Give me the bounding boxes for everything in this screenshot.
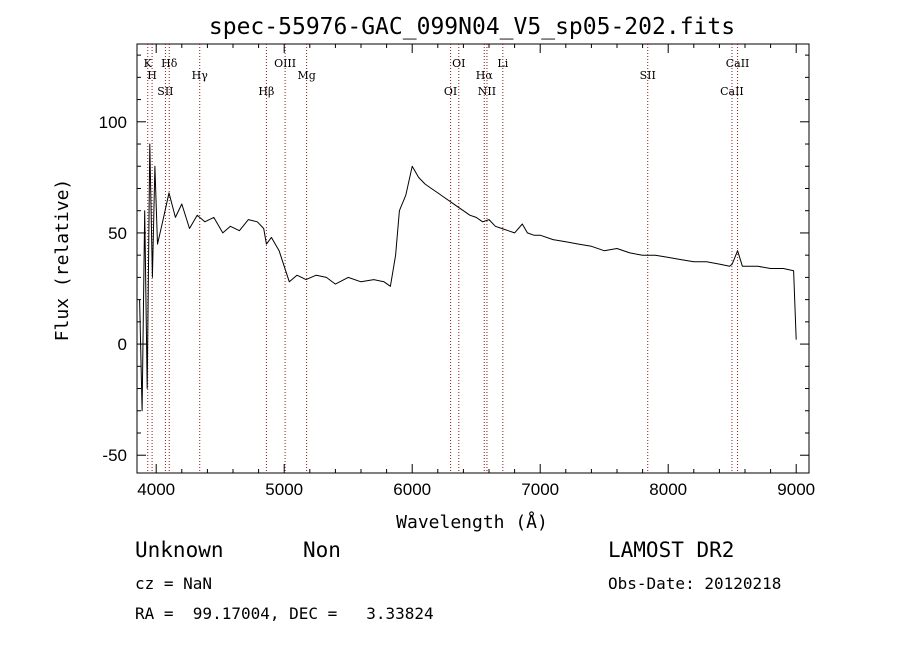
spectral-line-label: NII [478, 85, 496, 98]
x-tick-label: 5000 [265, 480, 303, 499]
spectrum-series-line [139, 143, 797, 412]
spectral-line-label: K [144, 57, 153, 70]
spectral-line-label: OI [452, 57, 465, 70]
y-tick-label: -50 [102, 446, 127, 465]
x-tick-label: 7000 [521, 480, 559, 499]
spectral-line-label: OIII [274, 57, 296, 70]
spectral-line-label: Hγ [192, 69, 209, 82]
spectral-line-label: Hβ [258, 85, 274, 98]
spectral-line-label: Mg [297, 69, 315, 82]
x-tick-label: 9000 [777, 480, 815, 499]
x-tick-label: 4000 [137, 480, 175, 499]
plot-frame [136, 43, 810, 474]
spectral-line-label: H [147, 69, 157, 82]
spectral-line-label: SII [640, 69, 656, 82]
chart-title: spec-55976-GAC_099N04_V5_sp05-202.fits [209, 14, 735, 40]
ra-dec-coordinates: RA = 99.17004, DEC = 3.33824 [135, 604, 434, 623]
spectral-line-label: OI [444, 85, 457, 98]
spectral-line-label: SII [157, 85, 173, 98]
x-tick-label: 6000 [393, 480, 431, 499]
y-tick-label: 50 [108, 224, 127, 243]
spectral-line-label: Hδ [161, 57, 178, 70]
survey-name: LAMOST DR2 [608, 538, 735, 562]
spectral-line-label: CaII [726, 57, 750, 70]
redshift-cz: cz = NaN [135, 574, 213, 593]
obs-date: Obs-Date: 20120218 [608, 574, 782, 593]
x-axis-label: Wavelength (Å) [396, 511, 548, 533]
spectral-line-label: CaII [720, 85, 744, 98]
subclass: Non [303, 538, 341, 562]
spectral-line-label: Hα [476, 69, 494, 82]
y-axis-label: Flux (relative) [52, 179, 73, 342]
y-tick-label: 100 [99, 113, 127, 132]
class-name: Unknown [135, 538, 224, 562]
x-tick-label: 8000 [649, 480, 687, 499]
spectral-line-label: Li [497, 57, 508, 70]
y-tick-label: 0 [118, 335, 127, 354]
